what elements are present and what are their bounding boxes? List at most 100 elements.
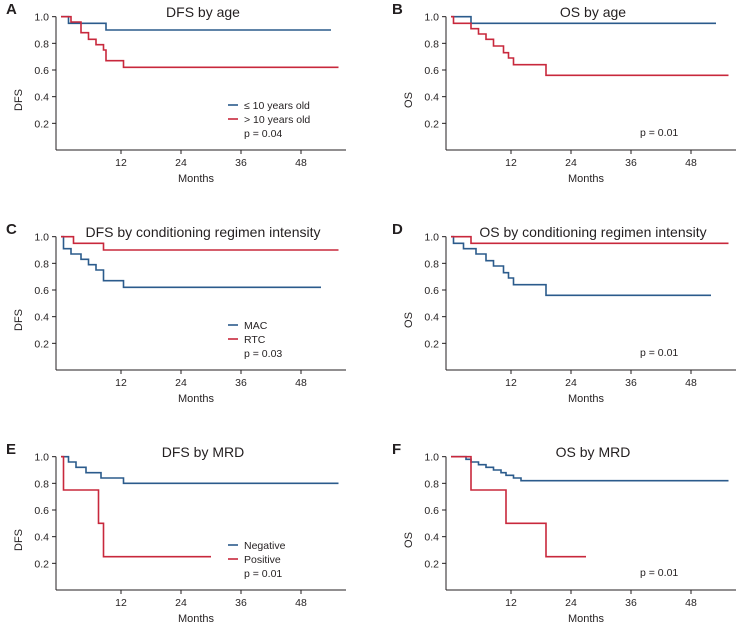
- km-curve-blue: [61, 455, 339, 485]
- y-tick-label: 0.8: [34, 478, 49, 490]
- panel-letter: C: [6, 221, 17, 238]
- y-tick-label: 1.0: [424, 232, 439, 244]
- panel-letter: E: [6, 441, 16, 458]
- y-tick-label: 0.4: [424, 312, 439, 324]
- panel-a: A DFS by age 0.2 0.4 0.6 0.8 1.0 12 24 36 48 Months…: [6, 1, 346, 185]
- km-curve-red: [61, 455, 211, 558]
- legend-label: Positive: [244, 554, 281, 566]
- x-tick-label: 36: [235, 597, 247, 609]
- p-value: p = 0.01: [640, 347, 678, 359]
- y-tick-label: 0.4: [34, 532, 49, 544]
- p-value: p = 0.04: [244, 128, 282, 140]
- y-tick-label: 0.2: [34, 118, 49, 130]
- x-tick-label: 36: [235, 157, 247, 169]
- x-axis-label: Months: [178, 613, 215, 625]
- y-axis-label: DFS: [13, 89, 25, 111]
- p-value: p = 0.01: [244, 568, 282, 580]
- y-axis-label: DFS: [13, 309, 25, 331]
- x-tick-label: 24: [175, 157, 187, 169]
- y-tick-label: 0.6: [34, 505, 49, 517]
- y-tick-label: 0.8: [34, 38, 49, 50]
- panel-letter: B: [392, 1, 403, 18]
- x-axis-label: Months: [178, 393, 215, 405]
- x-axis-label: Months: [568, 393, 605, 405]
- panel-letter: D: [392, 221, 403, 238]
- chart-title: OS by MRD: [556, 444, 631, 460]
- y-tick-label: 0.6: [424, 285, 439, 297]
- y-tick-label: 0.2: [34, 558, 49, 570]
- km-curve-blue: [451, 455, 729, 482]
- y-tick-label: 0.6: [424, 65, 439, 77]
- y-tick-label: 1.0: [34, 232, 49, 244]
- y-tick-label: 1.0: [34, 12, 49, 24]
- x-tick-label: 48: [295, 597, 307, 609]
- y-tick-label: 1.0: [424, 12, 439, 24]
- x-tick-label: 12: [115, 597, 127, 609]
- x-tick-label: 48: [685, 157, 697, 169]
- km-curve-blue: [61, 235, 321, 289]
- y-tick-label: 0.4: [424, 532, 439, 544]
- x-tick-label: 36: [625, 597, 637, 609]
- y-tick-label: 0.8: [424, 38, 439, 50]
- x-axis-label: Months: [178, 173, 215, 185]
- y-tick-label: 0.8: [424, 478, 439, 490]
- y-axis-label: OS: [403, 312, 415, 328]
- panel-letter: F: [392, 441, 401, 458]
- panel-d: D OS by conditioning regimen intensity 0.2…: [392, 221, 736, 405]
- x-tick-label: 36: [235, 377, 247, 389]
- y-tick-label: 0.4: [34, 92, 49, 104]
- x-tick-label: 12: [505, 597, 517, 609]
- panel-letter: A: [6, 1, 17, 18]
- x-tick-label: 24: [565, 597, 577, 609]
- km-curve-blue: [451, 15, 716, 25]
- y-axis-label: DFS: [13, 529, 25, 551]
- y-tick-label: 0.6: [424, 505, 439, 517]
- km-curve-red: [61, 15, 339, 69]
- y-axis-label: OS: [403, 92, 415, 108]
- x-tick-label: 48: [685, 377, 697, 389]
- y-tick-label: 0.8: [424, 258, 439, 270]
- p-value: p = 0.01: [640, 567, 678, 579]
- y-tick-label: 0.2: [424, 558, 439, 570]
- panel-f: F OS by MRD 0.2 0.4 0.6 0.8 1.0 12 24 36 48 Months O…: [392, 441, 736, 625]
- legend-label: MAC: [244, 320, 268, 332]
- p-value: p = 0.01: [640, 127, 678, 139]
- km-curve-red: [451, 455, 586, 558]
- y-axis-label: OS: [403, 532, 415, 548]
- x-tick-label: 12: [505, 157, 517, 169]
- chart-title: DFS by age: [166, 4, 240, 20]
- y-tick-label: 0.4: [424, 92, 439, 104]
- p-value: p = 0.03: [244, 348, 282, 360]
- x-axis-label: Months: [568, 613, 605, 625]
- y-tick-label: 0.8: [34, 258, 49, 270]
- panel-c: C DFS by conditioning regimen intensity 0.…: [6, 221, 346, 405]
- x-axis-label: Months: [568, 173, 605, 185]
- y-tick-label: 1.0: [424, 452, 439, 464]
- legend-label: RTC: [244, 334, 266, 346]
- x-tick-label: 48: [685, 597, 697, 609]
- x-tick-label: 24: [175, 377, 187, 389]
- x-tick-label: 48: [295, 377, 307, 389]
- x-tick-label: 24: [565, 377, 577, 389]
- km-curve-red: [451, 15, 729, 77]
- chart-title: OS by conditioning regimen intensity: [479, 224, 706, 240]
- legend-label: Negative: [244, 540, 286, 552]
- x-tick-label: 48: [295, 157, 307, 169]
- legend-label: ≤ 10 years old: [244, 100, 310, 112]
- legend-label: > 10 years old: [244, 114, 310, 126]
- km-curve-red: [61, 235, 339, 251]
- x-tick-label: 12: [505, 377, 517, 389]
- y-tick-label: 1.0: [34, 452, 49, 464]
- y-tick-label: 0.6: [34, 65, 49, 77]
- x-tick-label: 24: [175, 597, 187, 609]
- x-tick-label: 36: [625, 157, 637, 169]
- panel-b: B OS by age 0.2 0.4 0.6 0.8 1.0 12 24 36 48 Months O…: [392, 1, 736, 185]
- y-tick-label: 0.2: [424, 118, 439, 130]
- chart-title: DFS by MRD: [162, 444, 244, 460]
- y-tick-label: 0.2: [34, 338, 49, 350]
- km-curve-red: [451, 235, 729, 245]
- chart-title: OS by age: [560, 4, 626, 20]
- x-tick-label: 12: [115, 377, 127, 389]
- panel-e: E DFS by MRD 0.2 0.4 0.6 0.8 1.0 12 24 36 48 Months…: [6, 441, 346, 625]
